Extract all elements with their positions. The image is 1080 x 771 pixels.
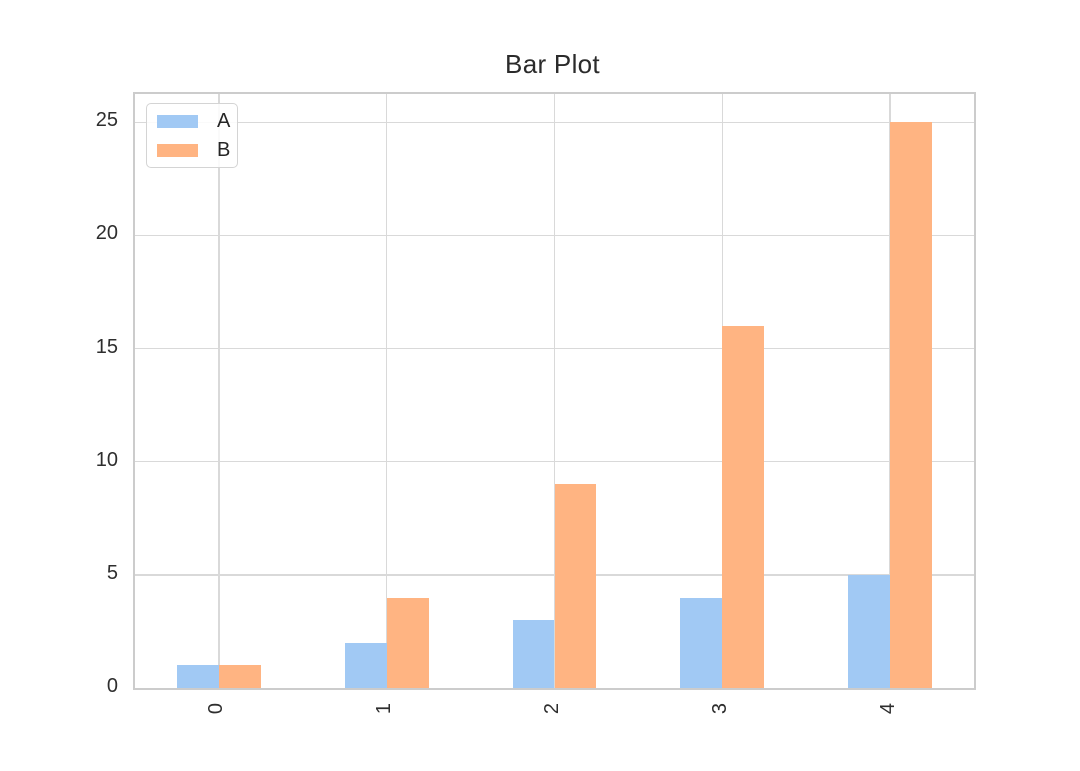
- plot-area: [133, 92, 976, 690]
- bar-a-1: [344, 642, 387, 688]
- xtick-label-4: 4: [876, 702, 899, 714]
- xtick-label-3: 3: [708, 702, 731, 714]
- ytick-label-5: 5: [106, 561, 118, 584]
- ytick-label-10: 10: [95, 448, 118, 471]
- legend-label-b: B: [217, 139, 231, 161]
- gridline-x-1: [385, 94, 388, 688]
- legend-swatch-b-icon: [157, 143, 198, 157]
- bar-b-4: [890, 122, 933, 688]
- ytick-label-15: 15: [95, 335, 118, 358]
- legend-label-a: A: [217, 110, 231, 132]
- bar-b-0: [218, 665, 261, 688]
- bar-b-2: [554, 484, 597, 688]
- xtick-label-0: 0: [205, 702, 228, 714]
- ytick-label-25: 25: [95, 109, 118, 132]
- bar-a-2: [512, 620, 555, 688]
- legend-swatch-a-icon: [157, 114, 198, 128]
- legend-entry-b: B: [157, 140, 237, 160]
- bar-b-1: [386, 597, 429, 688]
- legend: A B: [146, 103, 238, 168]
- bar-a-4: [848, 574, 891, 688]
- bar-a-0: [176, 665, 219, 688]
- xtick-label-2: 2: [541, 702, 563, 714]
- ytick-label-20: 20: [95, 222, 118, 245]
- chart-title: Bar Plot: [505, 49, 600, 79]
- xtick-label-1: 1: [373, 702, 396, 714]
- bar-a-3: [680, 597, 723, 688]
- legend-entry-a: A: [157, 111, 237, 131]
- gridline-x-0: [218, 94, 220, 688]
- ytick-label-0: 0: [106, 675, 118, 697]
- gridline-x-2: [553, 94, 556, 688]
- bar-b-3: [722, 325, 765, 688]
